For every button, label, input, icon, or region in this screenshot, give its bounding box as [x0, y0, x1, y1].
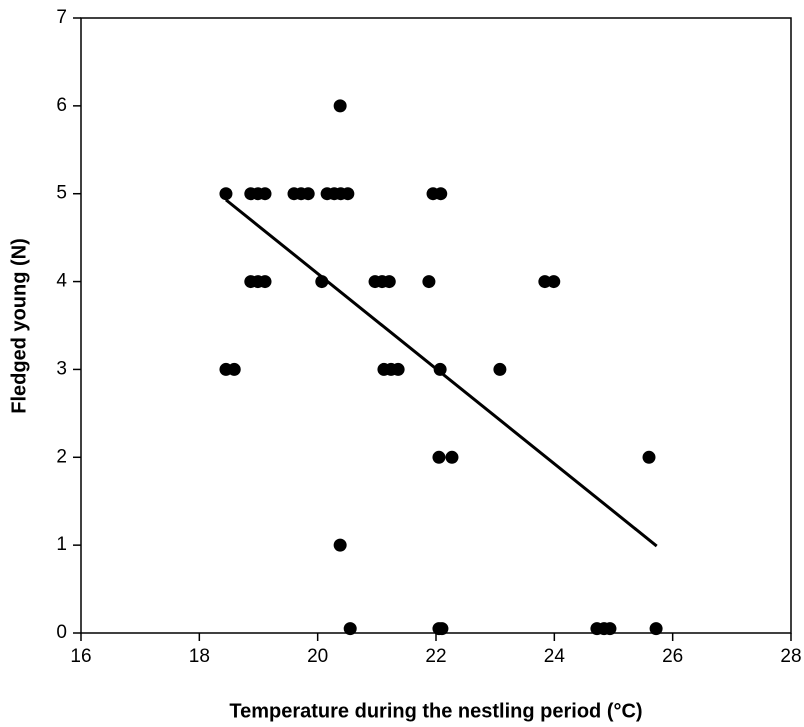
plot-frame — [80, 17, 792, 634]
data-point — [315, 275, 329, 289]
data-point — [219, 187, 233, 201]
y-tick-label: 5 — [56, 183, 67, 204]
data-point — [258, 275, 272, 289]
data-point — [333, 538, 347, 552]
y-tick-label: 3 — [56, 358, 67, 379]
data-point — [333, 99, 347, 113]
x-tick-label: 26 — [662, 646, 683, 667]
data-point — [391, 362, 405, 376]
y-tick-label: 4 — [56, 271, 67, 292]
data-point — [493, 362, 507, 376]
y-tick-label: 2 — [56, 446, 67, 467]
data-point — [258, 187, 272, 201]
data-point — [445, 450, 459, 464]
data-point — [642, 450, 656, 464]
x-tick-label: 22 — [425, 646, 446, 667]
data-point — [649, 622, 663, 636]
data-point — [422, 275, 436, 289]
data-point — [227, 362, 241, 376]
data-point — [547, 275, 561, 289]
data-point — [434, 187, 448, 201]
x-tick-label: 16 — [70, 646, 91, 667]
y-tick-label: 6 — [56, 95, 67, 116]
x-tick-label: 24 — [544, 646, 566, 667]
y-tick-label: 1 — [56, 534, 67, 555]
y-axis-title: Fledged young (N) — [8, 238, 30, 414]
y-tick-label: 7 — [56, 7, 67, 28]
x-tick-label: 28 — [780, 646, 801, 667]
data-point — [341, 187, 355, 201]
data-point — [603, 622, 617, 636]
data-point — [301, 187, 315, 201]
y-tick-label: 0 — [56, 622, 67, 643]
data-point — [343, 622, 357, 636]
x-tick-label: 18 — [189, 646, 210, 667]
x-tick-label: 20 — [307, 646, 328, 667]
data-point — [435, 622, 449, 636]
data-point — [382, 275, 396, 289]
data-point — [433, 362, 447, 376]
data-point — [432, 450, 446, 464]
x-axis-title: Temperature during the nestling period (… — [229, 700, 642, 722]
